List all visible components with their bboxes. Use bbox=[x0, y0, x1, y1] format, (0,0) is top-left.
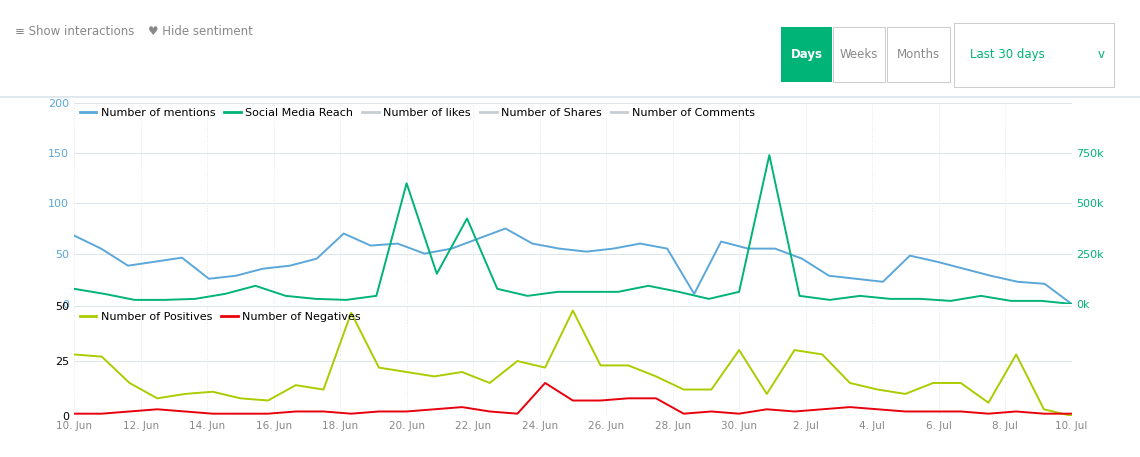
Text: Days: Days bbox=[790, 48, 823, 61]
Text: ♥ Hide sentiment: ♥ Hide sentiment bbox=[148, 26, 253, 38]
Text: Months: Months bbox=[897, 48, 939, 61]
Legend: Number of Positives, Number of Negatives: Number of Positives, Number of Negatives bbox=[80, 312, 360, 322]
Text: Weeks: Weeks bbox=[840, 48, 878, 61]
Text: v: v bbox=[1098, 48, 1105, 61]
Legend: Number of mentions, Social Media Reach, Number of likes, Number of Shares, Numbe: Number of mentions, Social Media Reach, … bbox=[80, 108, 755, 118]
Text: ≡ Show interactions: ≡ Show interactions bbox=[15, 26, 135, 38]
Text: Last 30 days: Last 30 days bbox=[970, 48, 1045, 61]
